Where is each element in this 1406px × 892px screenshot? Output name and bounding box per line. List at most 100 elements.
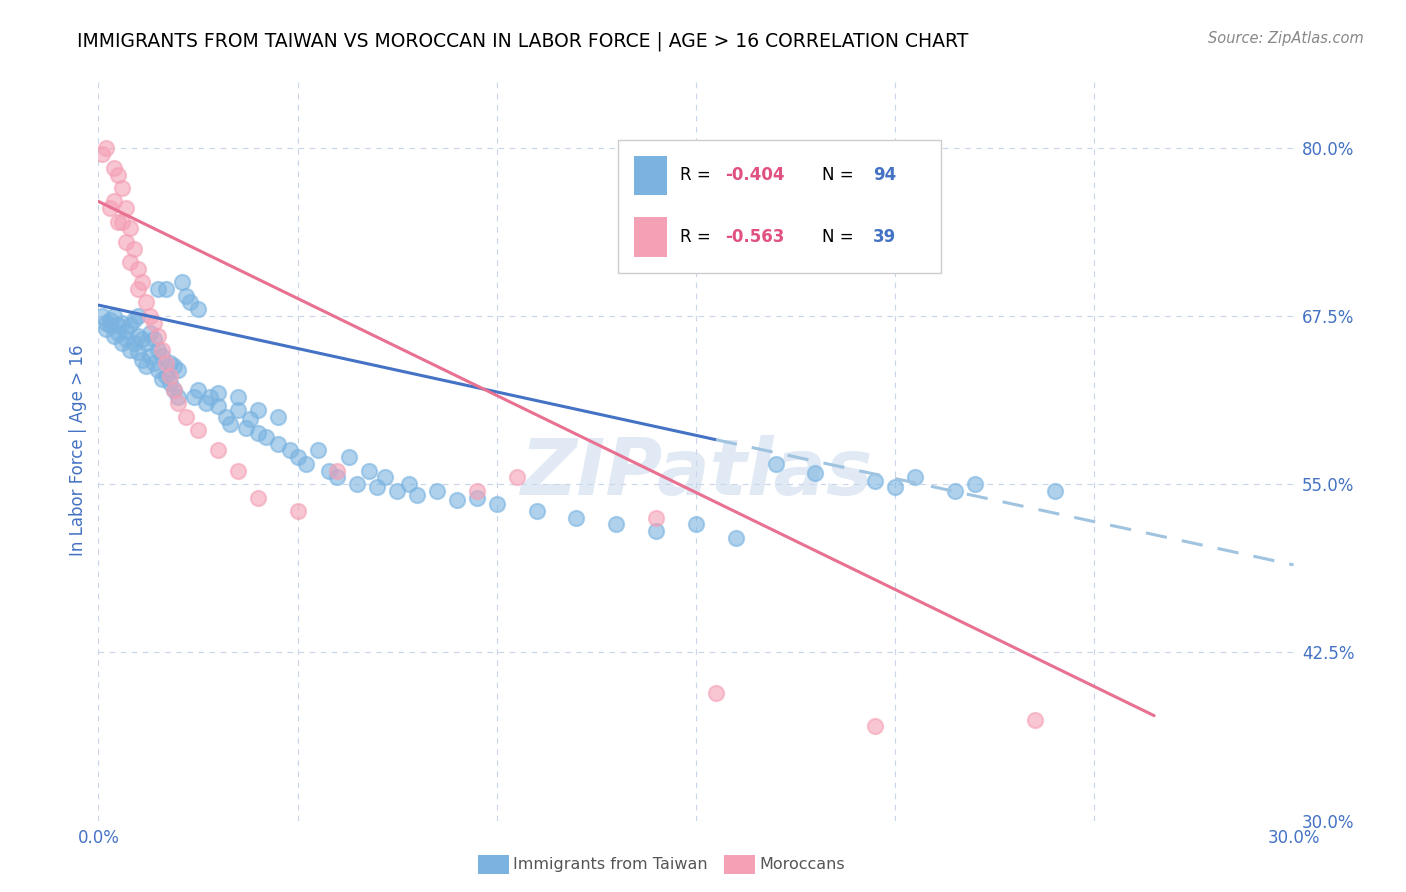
Point	[339, 450, 361, 465]
Point	[1024, 713, 1046, 727]
Point	[254, 430, 277, 444]
Point	[111, 316, 134, 330]
Point	[207, 399, 229, 413]
Point	[219, 417, 242, 431]
Point	[131, 332, 153, 346]
Point	[446, 493, 468, 508]
Point	[374, 470, 396, 484]
Point	[267, 409, 290, 424]
Point	[127, 309, 149, 323]
Point	[326, 464, 349, 478]
Text: IMMIGRANTS FROM TAIWAN VS MOROCCAN IN LABOR FORCE | AGE > 16 CORRELATION CHART: IMMIGRANTS FROM TAIWAN VS MOROCCAN IN LA…	[77, 31, 969, 51]
Point	[115, 332, 138, 346]
Point	[98, 318, 122, 333]
Point	[124, 242, 146, 256]
Point	[124, 335, 146, 350]
Point	[103, 161, 125, 175]
Point	[148, 282, 170, 296]
Point	[107, 318, 129, 333]
Point	[385, 483, 409, 498]
Point	[226, 403, 249, 417]
Point	[187, 383, 209, 397]
Point	[150, 349, 173, 363]
Point	[287, 450, 309, 465]
Point	[139, 326, 162, 341]
Point	[359, 464, 381, 478]
Point	[865, 719, 887, 733]
Point	[239, 412, 262, 426]
Point	[904, 470, 927, 484]
Point	[685, 517, 707, 532]
Point	[187, 302, 209, 317]
Point	[115, 235, 138, 249]
Point	[326, 470, 349, 484]
Point	[235, 420, 257, 434]
Point	[107, 168, 129, 182]
Point	[120, 255, 142, 269]
Point	[98, 201, 122, 215]
Point	[226, 390, 249, 404]
Point	[111, 214, 134, 228]
Point	[103, 194, 125, 209]
Point	[139, 309, 162, 323]
Text: Source: ZipAtlas.com: Source: ZipAtlas.com	[1208, 31, 1364, 46]
Point	[179, 295, 201, 310]
Point	[198, 390, 221, 404]
Point	[645, 510, 668, 524]
Point	[98, 313, 122, 327]
Point	[155, 369, 177, 384]
Text: Immigrants from Taiwan: Immigrants from Taiwan	[513, 857, 707, 871]
Point	[267, 436, 290, 450]
Point	[278, 443, 301, 458]
Point	[943, 483, 966, 498]
Point	[465, 491, 488, 505]
Point	[704, 686, 727, 700]
Point	[96, 316, 118, 330]
Point	[150, 372, 173, 386]
Point	[120, 221, 142, 235]
Point	[163, 359, 186, 373]
Point	[111, 335, 134, 350]
Point	[111, 181, 134, 195]
Point	[143, 356, 166, 370]
Point	[167, 390, 190, 404]
Point	[174, 288, 197, 302]
Point	[143, 332, 166, 346]
Point	[465, 483, 488, 498]
Point	[366, 480, 388, 494]
Point	[318, 464, 340, 478]
Point	[131, 353, 153, 368]
Point	[246, 491, 269, 505]
Point	[120, 343, 142, 357]
Point	[183, 390, 205, 404]
Point	[135, 335, 157, 350]
Point	[1043, 483, 1066, 498]
Point	[406, 488, 429, 502]
Point	[485, 497, 508, 511]
Point	[398, 477, 420, 491]
Text: ZIPatlas: ZIPatlas	[520, 434, 872, 511]
Point	[135, 359, 157, 373]
Point	[96, 140, 118, 154]
Point	[307, 443, 329, 458]
Point	[139, 349, 162, 363]
Point	[103, 329, 125, 343]
Point	[143, 316, 166, 330]
Point	[115, 324, 138, 338]
Point	[346, 477, 368, 491]
Point	[155, 356, 177, 370]
Text: Moroccans: Moroccans	[759, 857, 845, 871]
Point	[124, 313, 146, 327]
Point	[195, 396, 218, 410]
Point	[115, 201, 138, 215]
Point	[127, 345, 149, 359]
Point	[215, 409, 238, 424]
Point	[131, 275, 153, 289]
Point	[884, 480, 907, 494]
Point	[645, 524, 668, 539]
Point	[174, 409, 197, 424]
Point	[91, 147, 114, 161]
Point	[167, 396, 190, 410]
Point	[96, 322, 118, 336]
Point	[167, 362, 190, 376]
